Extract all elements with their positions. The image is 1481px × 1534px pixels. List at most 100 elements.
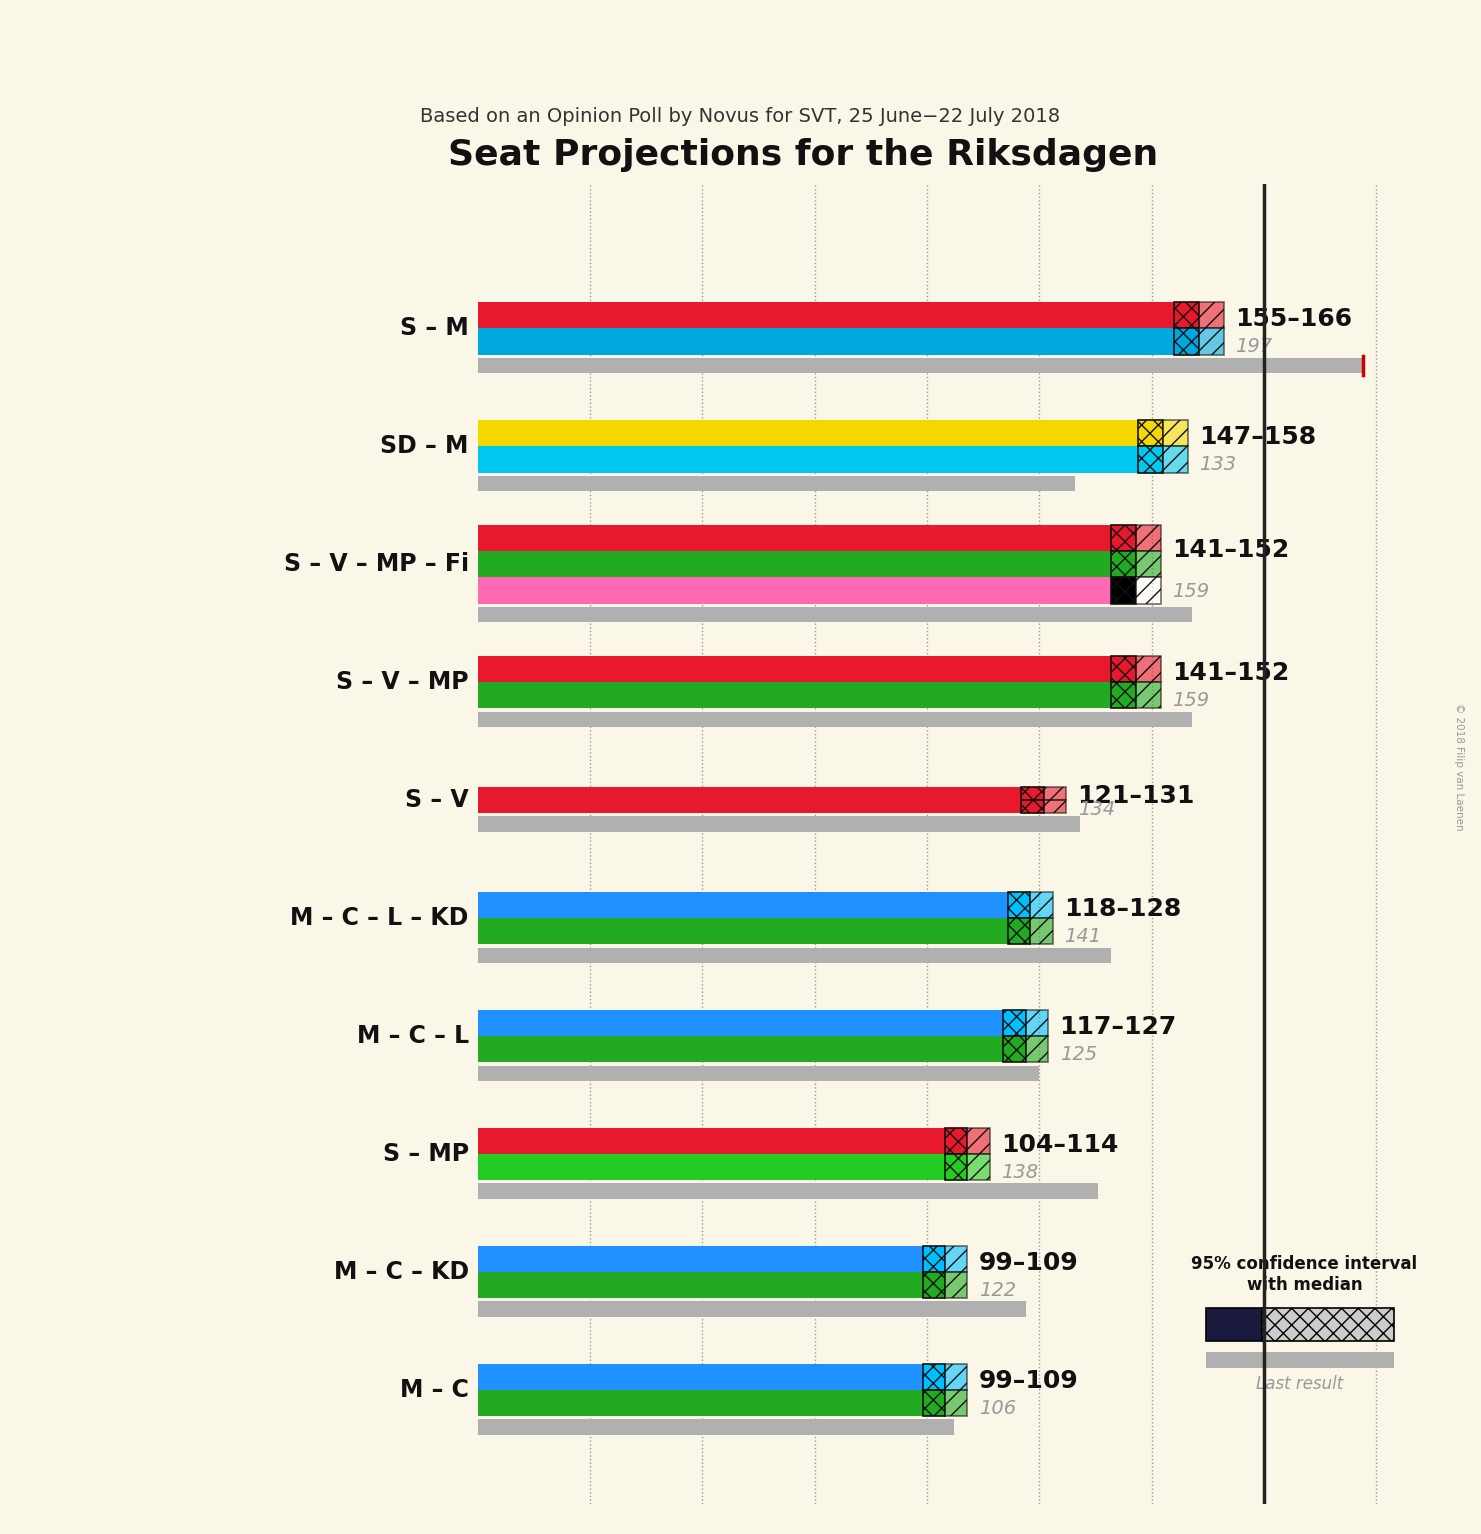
Text: M – C – L – KD: M – C – L – KD — [290, 907, 468, 930]
Bar — [1026, 1035, 1049, 1063]
Bar — [1031, 919, 1053, 945]
Bar — [1139, 446, 1163, 472]
Bar — [1009, 919, 1031, 945]
Bar — [923, 1364, 945, 1390]
Bar — [478, 357, 1363, 373]
Bar — [1031, 891, 1053, 919]
Bar — [478, 1419, 954, 1436]
Bar — [478, 683, 1111, 709]
Bar — [1111, 577, 1136, 603]
Bar — [478, 302, 1174, 328]
Bar — [478, 607, 1192, 623]
Bar — [1111, 525, 1136, 551]
Bar — [1163, 446, 1188, 472]
Text: M – C: M – C — [400, 1378, 468, 1402]
Bar — [1139, 420, 1163, 446]
Bar — [945, 1246, 967, 1272]
Bar — [945, 1272, 967, 1298]
Bar — [1022, 801, 1044, 813]
Bar — [1022, 787, 1044, 801]
Bar — [1004, 1009, 1026, 1035]
Bar — [478, 328, 1174, 354]
Text: 122: 122 — [979, 1281, 1016, 1299]
Bar — [967, 1154, 989, 1180]
Bar — [1044, 801, 1066, 813]
Text: 125: 125 — [1059, 1045, 1097, 1065]
Bar — [478, 891, 1009, 919]
Text: Last result: Last result — [1256, 1374, 1343, 1393]
Bar — [478, 1364, 923, 1390]
Title: Seat Projections for the Riksdagen: Seat Projections for the Riksdagen — [449, 138, 1158, 172]
Bar — [1004, 1009, 1026, 1035]
Bar — [923, 1390, 945, 1416]
Bar — [923, 1246, 945, 1272]
Bar — [1206, 1353, 1394, 1368]
Bar — [967, 1127, 989, 1154]
Bar — [478, 1035, 1004, 1063]
Bar — [1262, 1309, 1394, 1341]
Bar — [967, 1127, 989, 1154]
Text: S – M: S – M — [400, 316, 468, 341]
Bar — [945, 1127, 967, 1154]
Text: 147–158: 147–158 — [1200, 425, 1317, 449]
Text: 133: 133 — [1200, 456, 1237, 474]
Bar — [923, 1272, 945, 1298]
Text: S – V – MP – Fi: S – V – MP – Fi — [283, 552, 468, 577]
Bar — [1111, 525, 1136, 551]
Bar — [478, 816, 1080, 833]
Bar — [1136, 551, 1161, 577]
Bar — [1044, 787, 1066, 801]
Bar — [1044, 801, 1066, 813]
Bar — [1136, 577, 1161, 603]
Text: SD – M: SD – M — [381, 434, 468, 459]
Bar — [1136, 657, 1161, 683]
Text: 104–114: 104–114 — [1001, 1132, 1118, 1157]
Bar — [1200, 328, 1223, 354]
Text: 141–152: 141–152 — [1171, 661, 1288, 684]
Bar — [1163, 420, 1188, 446]
Bar — [1174, 302, 1200, 328]
Text: M – C – KD: M – C – KD — [333, 1259, 468, 1284]
Bar — [945, 1390, 967, 1416]
Bar — [1031, 891, 1053, 919]
Bar — [945, 1390, 967, 1416]
Bar — [945, 1364, 967, 1390]
Bar — [1174, 302, 1200, 328]
Text: 117–127: 117–127 — [1059, 1014, 1177, 1039]
Bar — [1111, 657, 1136, 683]
Bar — [478, 1009, 1004, 1035]
Bar — [967, 1154, 989, 1180]
Text: 95% confidence interval
with median: 95% confidence interval with median — [1191, 1255, 1417, 1295]
Bar — [478, 1246, 923, 1272]
Bar — [1111, 551, 1136, 577]
Text: 138: 138 — [1001, 1163, 1038, 1183]
Bar — [1136, 657, 1161, 683]
Bar — [1111, 657, 1136, 683]
Text: 99–109: 99–109 — [979, 1368, 1078, 1393]
Text: 99–109: 99–109 — [979, 1250, 1078, 1275]
Bar — [1026, 1009, 1049, 1035]
Text: 159: 159 — [1171, 692, 1208, 710]
Text: M – C – L: M – C – L — [357, 1025, 468, 1048]
Bar — [923, 1272, 945, 1298]
Bar — [478, 476, 1075, 491]
Bar — [945, 1154, 967, 1180]
Bar — [1031, 919, 1053, 945]
Bar — [1004, 1035, 1026, 1063]
Bar — [1022, 801, 1044, 813]
Bar — [1111, 577, 1136, 603]
Text: S – V – MP: S – V – MP — [336, 670, 468, 695]
Bar — [478, 1301, 1026, 1318]
Bar — [1111, 551, 1136, 577]
Text: 134: 134 — [1078, 799, 1115, 819]
Bar — [945, 1154, 967, 1180]
Bar — [478, 1127, 945, 1154]
Bar — [945, 1127, 967, 1154]
Bar — [1009, 891, 1031, 919]
Bar — [478, 1154, 945, 1180]
Bar — [1004, 1035, 1026, 1063]
Bar — [1174, 328, 1200, 354]
Bar — [478, 446, 1139, 472]
Bar — [478, 525, 1111, 551]
Text: 155–166: 155–166 — [1235, 307, 1352, 331]
